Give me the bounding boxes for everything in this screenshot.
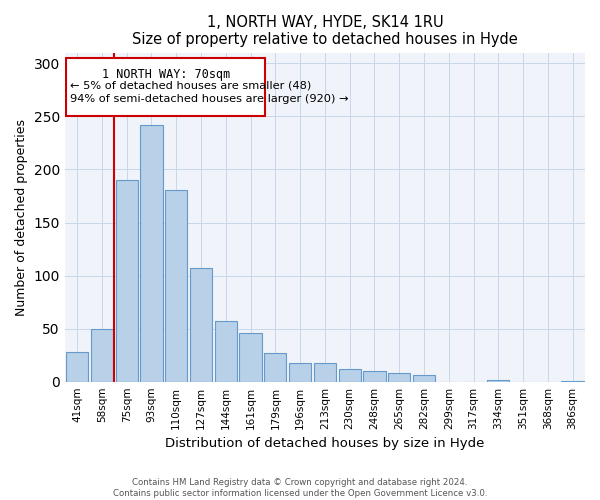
Bar [487, 380, 509, 382]
Bar [140, 125, 163, 382]
Bar [116, 180, 138, 382]
Bar [289, 362, 311, 382]
Bar [165, 190, 187, 382]
X-axis label: Distribution of detached houses by size in Hyde: Distribution of detached houses by size … [165, 437, 485, 450]
Bar [239, 333, 262, 382]
FancyBboxPatch shape [66, 58, 265, 116]
Bar [338, 369, 361, 382]
Bar [388, 373, 410, 382]
Text: 1 NORTH WAY: 70sqm: 1 NORTH WAY: 70sqm [101, 68, 230, 80]
Bar [215, 321, 237, 382]
Bar [363, 371, 386, 382]
Bar [413, 376, 435, 382]
Bar [314, 362, 336, 382]
Bar [190, 268, 212, 382]
Bar [66, 352, 88, 382]
Text: ← 5% of detached houses are smaller (48): ← 5% of detached houses are smaller (48) [70, 80, 311, 90]
Bar [562, 380, 584, 382]
Text: 94% of semi-detached houses are larger (920) →: 94% of semi-detached houses are larger (… [70, 94, 348, 104]
Bar [264, 353, 286, 382]
Bar [91, 328, 113, 382]
Title: 1, NORTH WAY, HYDE, SK14 1RU
Size of property relative to detached houses in Hyd: 1, NORTH WAY, HYDE, SK14 1RU Size of pro… [132, 15, 518, 48]
Y-axis label: Number of detached properties: Number of detached properties [15, 118, 28, 316]
Text: Contains HM Land Registry data © Crown copyright and database right 2024.
Contai: Contains HM Land Registry data © Crown c… [113, 478, 487, 498]
